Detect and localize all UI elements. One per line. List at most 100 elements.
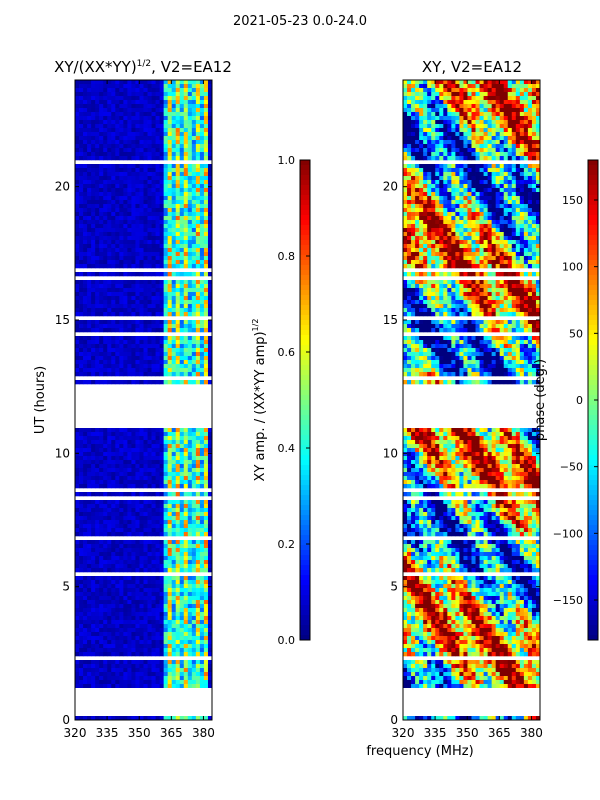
heatmap-cell	[475, 104, 480, 109]
heatmap-cell	[147, 216, 152, 221]
heatmap-cell	[495, 92, 501, 97]
heatmap-cell	[155, 624, 161, 629]
heatmap-cell	[83, 196, 88, 201]
heatmap-cell	[203, 216, 209, 221]
heatmap-cell	[99, 116, 104, 121]
heatmap-cell	[79, 156, 84, 161]
heatmap-cell	[167, 504, 173, 509]
heatmap-cell	[171, 636, 177, 641]
heatmap-cell	[163, 716, 169, 721]
heatmap-cell	[155, 260, 161, 265]
heatmap-cell	[79, 456, 84, 461]
heatmap-cell	[159, 612, 165, 617]
heatmap-cell	[119, 604, 124, 609]
heatmap-cell	[183, 120, 189, 125]
heatmap-cell	[123, 164, 128, 169]
heatmap-cell	[123, 172, 128, 177]
heatmap-cell	[183, 116, 189, 121]
heatmap-cell	[99, 664, 104, 669]
heatmap-cell	[155, 600, 161, 605]
heatmap-cell	[183, 484, 189, 489]
heatmap-cell	[95, 544, 100, 549]
heatmap-cell	[179, 672, 185, 677]
heatmap-cell	[107, 484, 112, 489]
heatmap-cell	[99, 608, 104, 613]
heatmap-cell	[151, 96, 156, 101]
heatmap-cell	[203, 272, 209, 277]
heatmap-cell	[203, 368, 209, 373]
colorbar-segment	[300, 210, 310, 216]
heatmap-cell	[83, 604, 88, 609]
heatmap-cell	[99, 232, 104, 237]
heatmap-cell	[95, 208, 100, 213]
heatmap-cell	[111, 164, 116, 169]
heatmap-cell	[99, 96, 104, 101]
heatmap-cell	[111, 232, 116, 237]
heatmap-cell	[143, 132, 148, 137]
heatmap-cell	[147, 184, 152, 189]
heatmap-cell	[195, 548, 201, 553]
heatmap-cell	[183, 312, 189, 317]
heatmap-cell	[163, 588, 169, 593]
heatmap-cell	[155, 164, 161, 169]
heatmap-cell	[179, 120, 185, 125]
heatmap-cell	[139, 128, 144, 133]
heatmap-cell	[135, 680, 140, 685]
heatmap-cell	[139, 716, 144, 721]
heatmap-cell	[75, 652, 80, 657]
heatmap-cell	[127, 92, 132, 97]
heatmap-cell	[143, 212, 148, 217]
heatmap-cell	[183, 172, 189, 177]
heatmap-cell	[119, 436, 124, 441]
heatmap-cell	[103, 556, 108, 561]
heatmap-cell	[91, 452, 96, 457]
heatmap-cell	[199, 248, 205, 253]
heatmap-cell	[191, 196, 197, 201]
heatmap-cell	[195, 552, 201, 557]
heatmap-cell	[95, 252, 100, 257]
heatmap-cell	[103, 212, 108, 217]
heatmap-cell	[207, 668, 213, 673]
heatmap-cell	[103, 680, 108, 685]
heatmap-cell	[443, 80, 448, 85]
heatmap-cell	[147, 196, 152, 201]
heatmap-cell	[179, 484, 185, 489]
heatmap-cell	[403, 116, 408, 121]
heatmap-cell	[103, 312, 108, 317]
heatmap-cell	[195, 436, 201, 441]
heatmap-cell	[203, 352, 209, 357]
heatmap-cell	[471, 88, 476, 93]
heatmap-cell	[179, 116, 185, 121]
heatmap-cell	[131, 112, 136, 117]
heatmap-cell	[123, 368, 128, 373]
heatmap-cell	[155, 632, 161, 637]
heatmap-cell	[195, 644, 201, 649]
heatmap-cell	[167, 360, 173, 365]
heatmap-cell	[131, 304, 136, 309]
heatmap-cell	[95, 88, 100, 93]
heatmap-cell	[79, 624, 84, 629]
heatmap-cell	[467, 120, 472, 125]
heatmap-cell	[191, 512, 197, 517]
heatmap-cell	[119, 188, 124, 193]
heatmap-cell	[171, 652, 177, 657]
heatmap-cell	[139, 112, 144, 117]
heatmap-cell	[507, 88, 513, 93]
heatmap-cell	[499, 116, 505, 121]
heatmap-cell	[203, 288, 209, 293]
heatmap-cell	[155, 336, 161, 341]
heatmap-cell	[151, 560, 156, 565]
heatmap-cell	[127, 144, 132, 149]
heatmap-cell	[79, 264, 84, 269]
heatmap-cell	[95, 676, 100, 681]
heatmap-cell	[95, 652, 100, 657]
heatmap-cell	[131, 560, 136, 565]
heatmap-cell	[187, 492, 193, 497]
heatmap-cell	[163, 524, 169, 529]
heatmap-cell	[79, 168, 84, 173]
heatmap-cell	[183, 560, 189, 565]
heatmap-cell	[207, 152, 213, 157]
heatmap-cell	[167, 452, 173, 457]
heatmap-cell	[151, 652, 156, 657]
heatmap-cell	[167, 144, 173, 149]
